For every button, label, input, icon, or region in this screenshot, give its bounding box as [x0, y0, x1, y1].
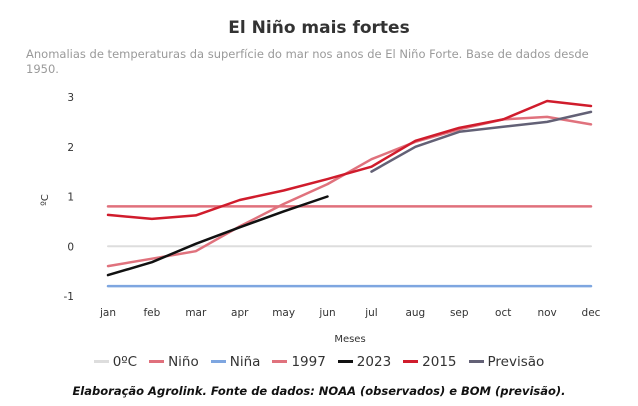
legend-label: Niño	[168, 354, 199, 370]
series-lines	[106, 99, 593, 288]
series-line-previs-o	[370, 110, 593, 173]
x-tick-label: may	[272, 307, 295, 319]
legend-swatch	[93, 359, 109, 363]
legend-swatch	[337, 359, 353, 363]
series-line-2023	[106, 195, 329, 277]
x-tick-label: aug	[405, 307, 425, 319]
y-tick-label: 1	[67, 192, 74, 204]
chart-subtitle: Anomalias de temperaturas da superfície …	[26, 47, 589, 76]
y-axis-ticks: 3 2 1 0 -1	[64, 92, 74, 303]
y-axis-label: ºC	[40, 194, 51, 206]
x-tick-label: oct	[495, 307, 511, 319]
legend-item: 2015	[403, 354, 457, 370]
legend-swatch	[403, 359, 419, 363]
legend-item: Niña	[210, 354, 261, 370]
y-tick-label: 3	[67, 92, 74, 104]
legend-item: Niño	[149, 354, 199, 370]
series-line-2015	[106, 99, 593, 221]
source-caption: Elaboração Agrolink. Fonte de dados: NOA…	[72, 384, 566, 398]
chart-legend: 0ºC Niño Niña 1997 2023 2015 Previsão	[0, 354, 638, 370]
x-tick-label: mar	[185, 307, 207, 319]
x-tick-label: jun	[318, 307, 335, 319]
x-tick-label: apr	[231, 307, 249, 319]
legend-swatch	[272, 359, 288, 363]
legend-label: 2023	[356, 354, 392, 370]
x-tick-label: jan	[99, 307, 116, 319]
x-axis-label: Meses	[334, 334, 365, 345]
x-axis-ticks: jan feb mar apr may jun jul aug sep oct nov dec	[99, 307, 601, 319]
legend-label: 0ºC	[112, 354, 138, 370]
legend-swatch	[149, 359, 165, 363]
x-tick-label: sep	[450, 307, 469, 319]
legend-label: Previsão	[487, 354, 545, 370]
legend-item: Previsão	[468, 354, 545, 370]
legend-label: 2015	[422, 354, 457, 370]
legend-item: 1997	[272, 354, 326, 370]
legend-swatch	[468, 359, 484, 363]
y-tick-label: 2	[67, 142, 74, 154]
x-tick-label: dec	[582, 307, 601, 319]
y-tick-label: 0	[67, 241, 74, 253]
y-tick-label: -1	[64, 291, 74, 303]
x-tick-label: feb	[143, 307, 160, 319]
x-tick-label: jul	[364, 307, 378, 319]
x-tick-label: nov	[537, 307, 556, 319]
series-line-1997	[106, 115, 593, 268]
legend-label: 1997	[291, 354, 326, 370]
legend-item: 2023	[337, 354, 392, 370]
legend-item: 0ºC	[93, 354, 138, 370]
legend-label: Niña	[229, 354, 261, 370]
chart-plot: 3 2 1 0 -1 jan feb mar apr may jun jul aug sep oct nov…	[40, 92, 601, 345]
chart-title: El Niño mais fortes	[228, 18, 410, 38]
legend-swatch	[210, 359, 226, 363]
